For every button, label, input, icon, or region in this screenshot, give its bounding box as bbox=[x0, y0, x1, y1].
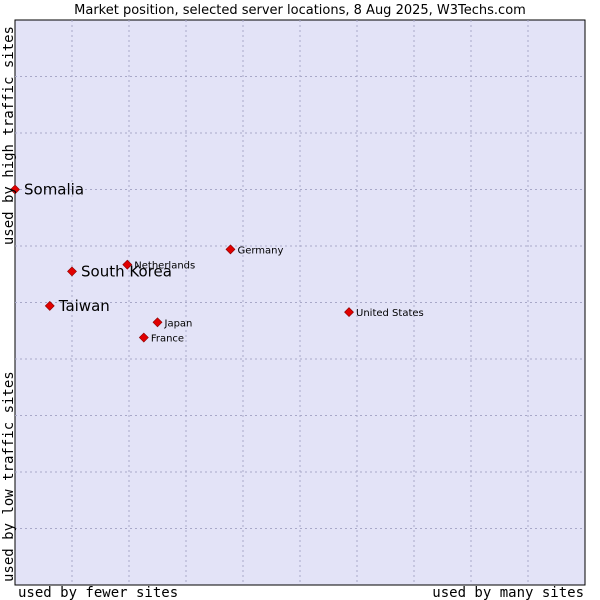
point-label-somalia: Somalia bbox=[24, 181, 84, 199]
point-label-united-states: United States bbox=[356, 308, 424, 319]
point-marker-france bbox=[138, 332, 149, 343]
chart-title: Market position, selected server locatio… bbox=[74, 3, 526, 18]
point-label-japan: Japan bbox=[164, 318, 193, 329]
point-marker-taiwan bbox=[44, 300, 55, 311]
grid-lines bbox=[15, 20, 585, 585]
point-marker-south-korea bbox=[67, 266, 77, 277]
y-axis-label-top: used by high traffic sites bbox=[1, 26, 17, 245]
point-marker-japan bbox=[152, 317, 163, 328]
y-axis-label-bottom: used by low traffic sites bbox=[1, 371, 17, 582]
x-axis-label-left: used by fewer sites bbox=[18, 585, 178, 600]
data-points: Somalia South Korea Taiwan Netherlands Germa… bbox=[10, 181, 424, 345]
point-label-south-korea: South Korea bbox=[81, 262, 172, 280]
point-label-taiwan: Taiwan bbox=[58, 297, 110, 315]
point-label-france: France bbox=[151, 334, 184, 345]
point-marker-united-states bbox=[344, 307, 354, 318]
point-marker-netherlands bbox=[122, 259, 133, 270]
x-axis-label-right: used by many sites bbox=[432, 585, 584, 600]
point-marker-germany bbox=[225, 244, 236, 255]
point-marker-somalia bbox=[10, 184, 20, 195]
point-label-netherlands: Netherlands bbox=[134, 261, 195, 272]
point-label-germany: Germany bbox=[237, 245, 283, 256]
